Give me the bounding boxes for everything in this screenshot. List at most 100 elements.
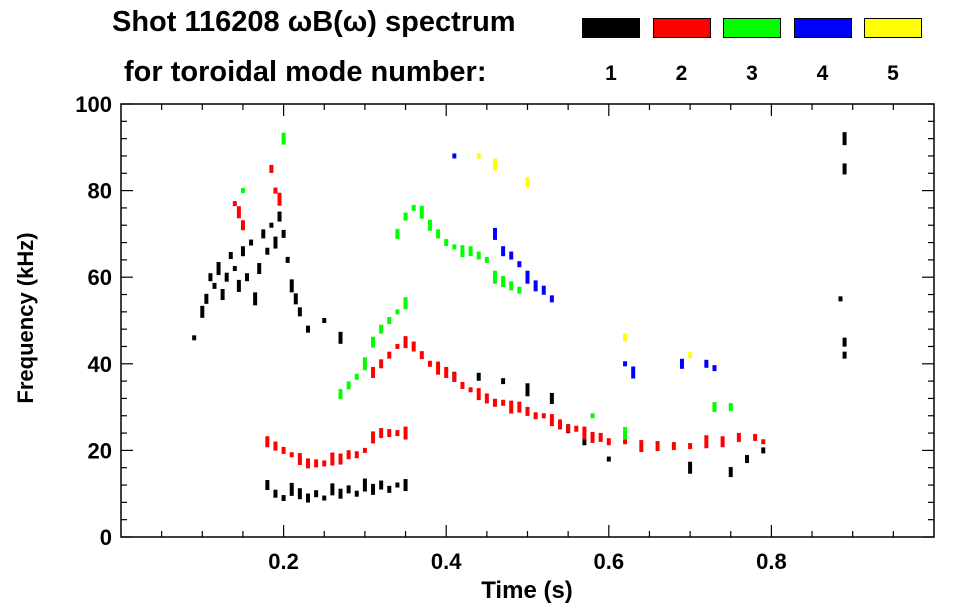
data-point-series-2	[362, 447, 367, 453]
data-point-series-2	[566, 424, 571, 433]
data-point-series-1	[305, 325, 310, 333]
data-point-series-2	[387, 351, 392, 359]
data-point-series-2	[753, 433, 758, 441]
data-point-series-1	[224, 272, 229, 282]
data-point-series-3	[468, 246, 473, 257]
data-point-series-2	[236, 206, 241, 219]
y-axis-label: Frequency (kHz)	[13, 232, 38, 403]
data-point-series-1	[688, 461, 693, 474]
data-point-series-2	[277, 192, 282, 206]
data-point-series-4	[704, 359, 709, 368]
data-point-series-5	[525, 176, 530, 187]
data-point-series-2	[371, 431, 376, 444]
data-point-series-2	[452, 372, 457, 382]
data-point-series-1	[403, 479, 408, 492]
data-point-series-2	[509, 400, 514, 414]
data-point-series-2	[671, 442, 676, 451]
legend-label-2: 2	[675, 62, 688, 85]
data-point-series-1	[549, 392, 554, 404]
data-point-series-3	[411, 204, 416, 211]
data-point-series-1	[232, 266, 237, 272]
data-point-series-3	[387, 317, 392, 324]
data-point-series-3	[712, 402, 717, 413]
data-point-series-4	[517, 261, 522, 268]
data-point-series-4	[712, 365, 717, 372]
data-point-series-2	[379, 359, 384, 369]
data-point-series-1	[842, 351, 847, 359]
data-point-series-2	[655, 441, 660, 452]
data-point-series-1	[322, 495, 327, 501]
data-point-series-2	[492, 398, 497, 407]
data-point-series-1	[236, 279, 241, 292]
data-point-series-2	[403, 336, 408, 349]
data-point-series-2	[338, 453, 343, 465]
data-point-series-3	[240, 188, 245, 194]
data-point-series-1	[338, 488, 343, 499]
data-point-series-3	[395, 228, 400, 239]
axis-tick-labels: 0.2 0.4 0.6 0.8 0 20 40 60 80 100	[75, 92, 786, 574]
data-point-series-3	[281, 132, 286, 145]
data-point-series-2	[623, 439, 628, 445]
data-point-series-1	[842, 337, 847, 347]
data-point-series-1	[322, 318, 327, 323]
data-point-series-1	[330, 483, 335, 496]
data-point-series-2	[240, 220, 245, 231]
legend-label-1: 1	[605, 62, 617, 85]
data-point-series-3	[395, 309, 400, 315]
data-point-series-2	[736, 432, 741, 442]
y-tick-label: 20	[88, 438, 112, 463]
data-point-series-1	[192, 335, 197, 341]
data-point-series-2	[436, 361, 441, 375]
y-tick-label: 0	[100, 525, 112, 550]
data-point-series-4	[501, 246, 506, 257]
data-point-series-1	[245, 273, 250, 282]
data-point-series-4	[492, 227, 497, 240]
data-point-series-2	[533, 412, 538, 420]
data-point-series-3	[590, 413, 595, 419]
data-point-series-5	[492, 158, 497, 171]
y-tick-label: 80	[88, 179, 112, 204]
data-point-series-2	[598, 432, 603, 442]
legend-label-3: 3	[746, 62, 758, 85]
data-point-series-2	[346, 450, 351, 460]
data-point-series-3	[403, 212, 408, 221]
data-point-series-1	[842, 163, 847, 175]
data-point-series-1	[257, 263, 262, 275]
data-point-series-1	[289, 482, 294, 496]
data-point-series-3	[728, 403, 733, 412]
data-point-series-3	[403, 297, 408, 310]
legend-swatch-3	[723, 18, 781, 38]
x-tick-label: 0.2	[268, 549, 299, 574]
data-point-series-3	[509, 281, 514, 291]
data-point-series-2	[720, 436, 725, 448]
data-point-series-2	[761, 439, 766, 445]
data-point-series-1	[253, 292, 258, 306]
x-axis-label: Time (s)	[481, 577, 573, 604]
data-point-series-2	[297, 453, 302, 466]
data-point-series-1	[305, 493, 310, 503]
data-point-series-2	[704, 435, 709, 449]
data-point-series-1	[606, 456, 611, 462]
legend-label-5: 5	[887, 62, 899, 85]
data-point-series-1	[297, 488, 302, 500]
data-point-series-4	[549, 295, 554, 303]
data-point-series-1	[362, 478, 367, 492]
data-point-series-2	[273, 187, 278, 194]
data-point-series-2	[468, 387, 473, 393]
data-point-series-2	[387, 429, 392, 438]
y-tick-label: 40	[88, 352, 112, 377]
data-point-series-1	[273, 489, 278, 498]
data-point-series-2	[403, 426, 408, 440]
data-point-series-3	[371, 336, 376, 348]
data-point-series-2	[281, 446, 286, 454]
legend-swatch-5	[864, 18, 922, 38]
data-point-series-1	[265, 247, 270, 255]
data-point-series-1	[371, 483, 376, 495]
data-point-series-1	[745, 455, 750, 464]
x-tick-label: 0.4	[431, 549, 462, 574]
axis-ticks	[121, 103, 934, 538]
y-tick-label: 100	[75, 92, 112, 117]
data-point-series-1	[200, 305, 205, 318]
data-point-series-2	[395, 430, 400, 437]
data-point-series-2	[395, 343, 400, 349]
